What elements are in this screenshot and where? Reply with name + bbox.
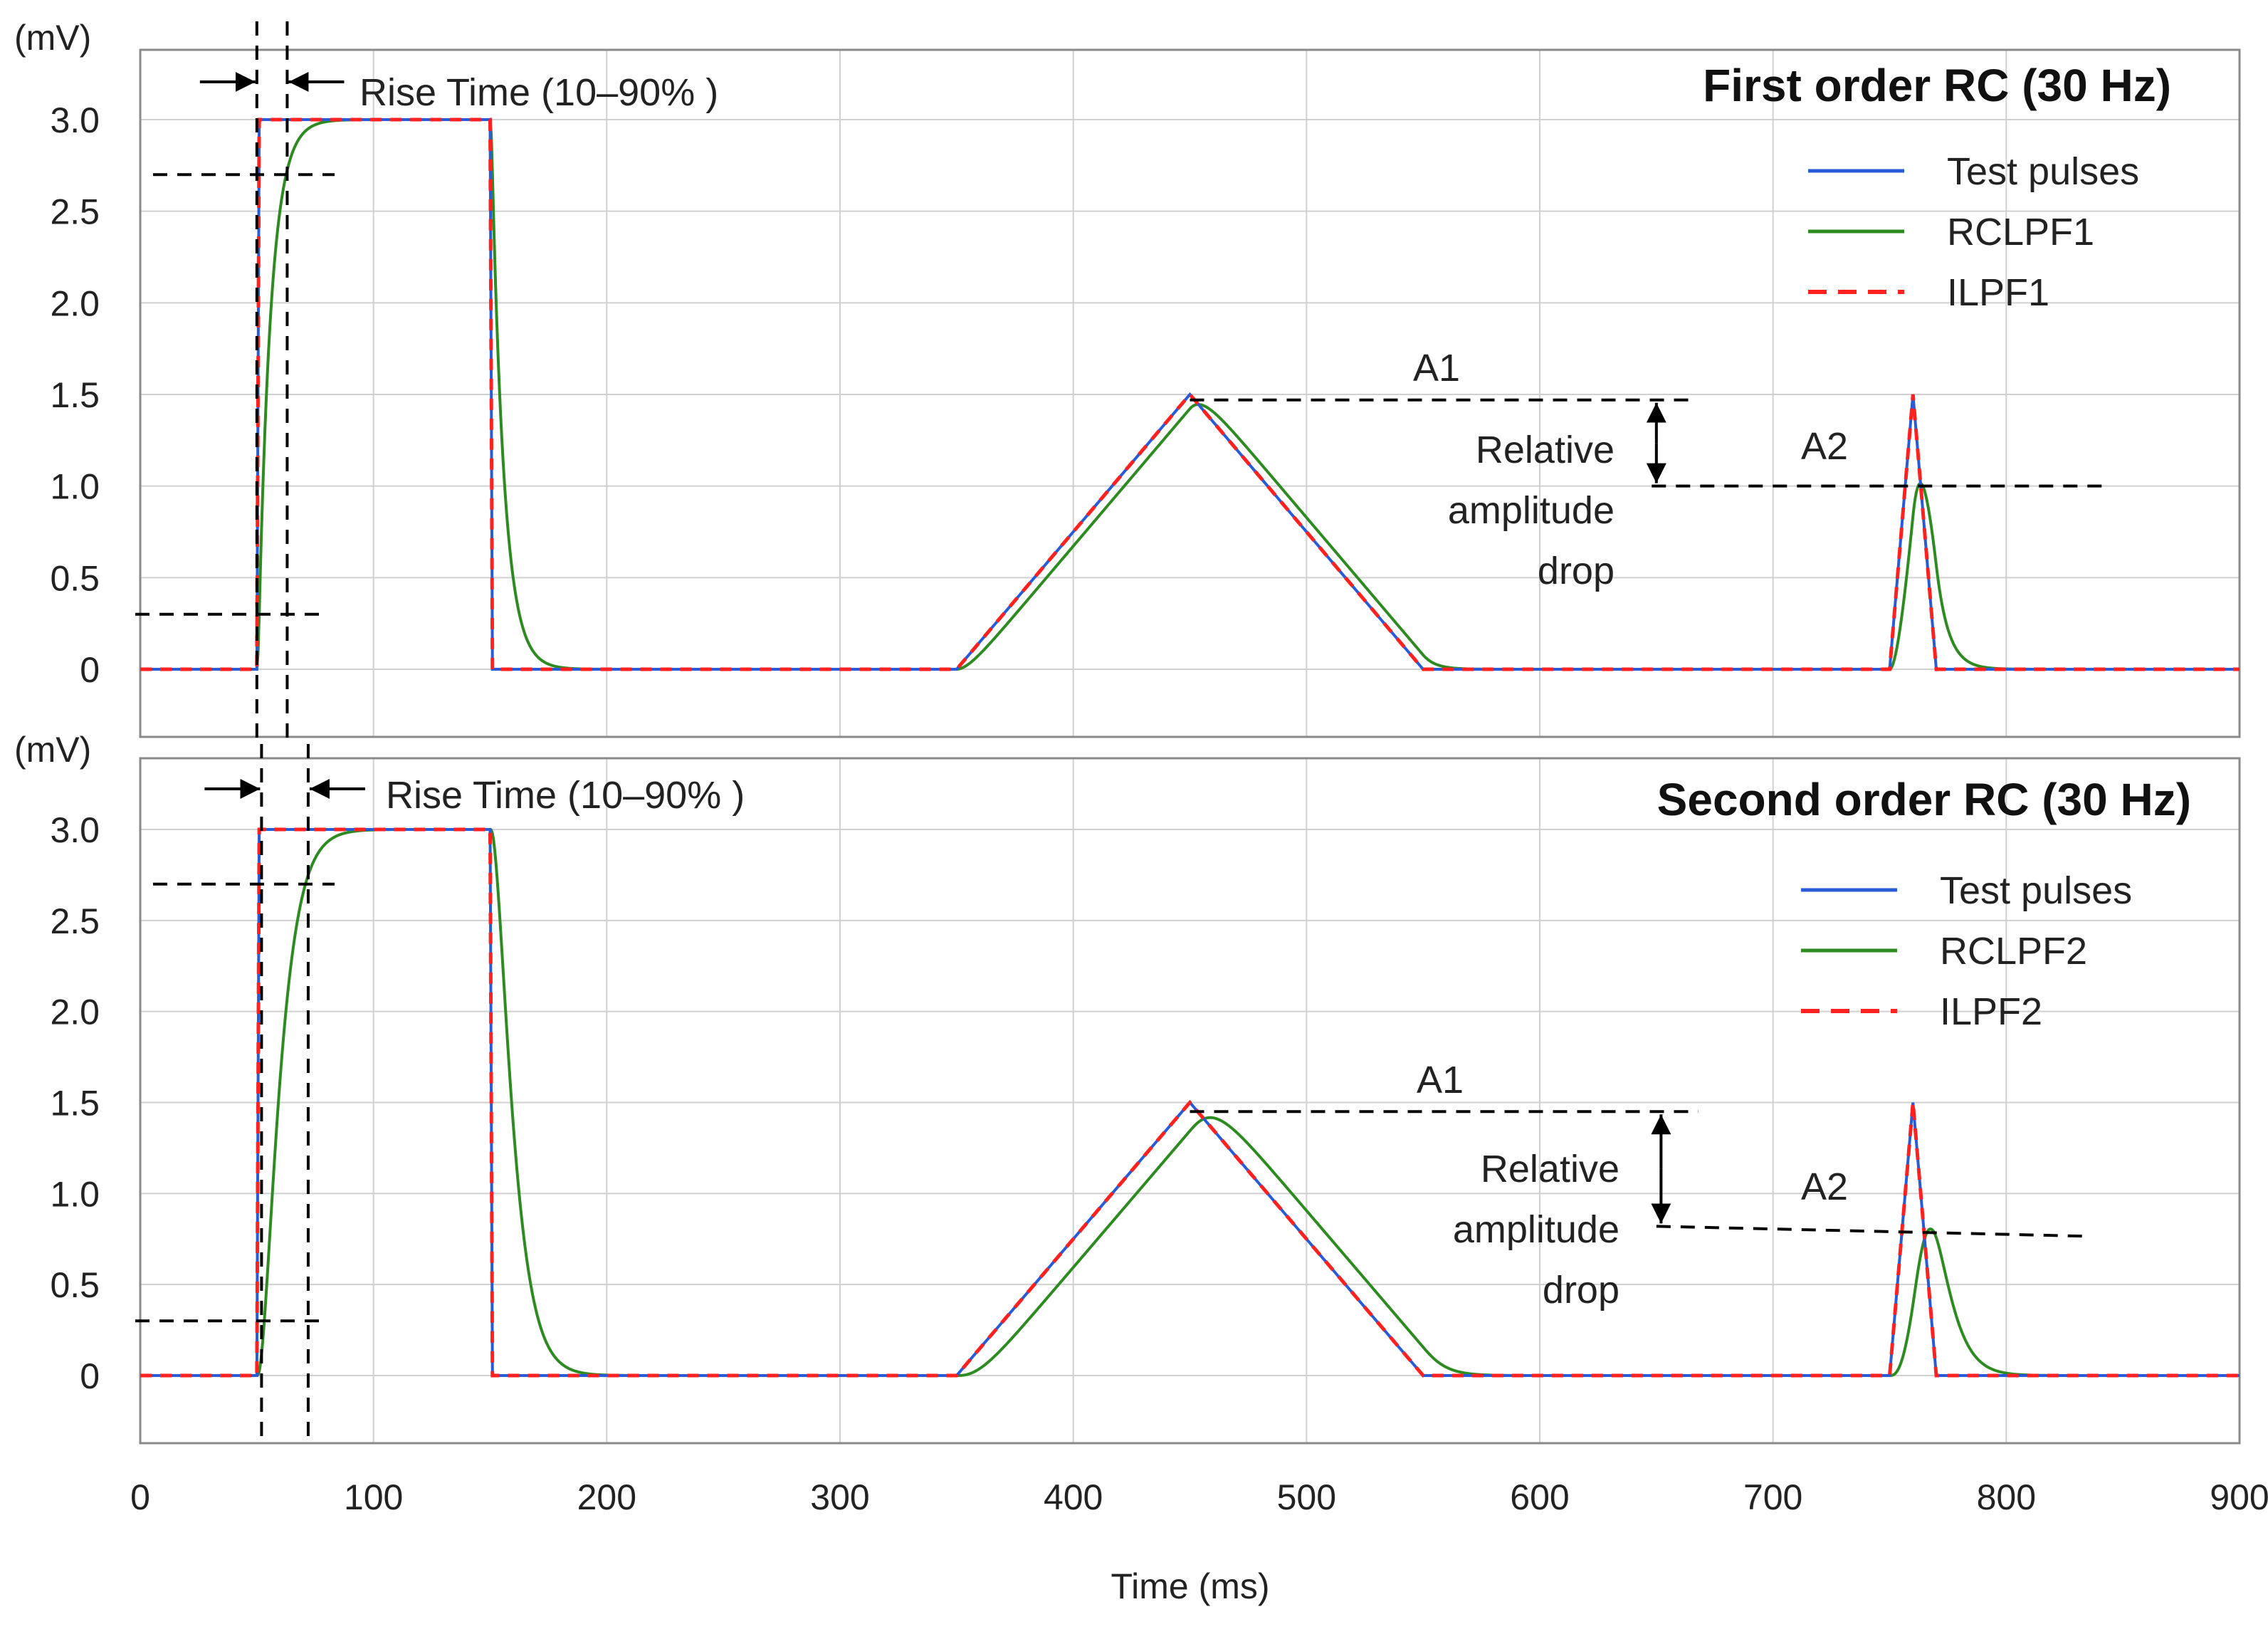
top-rise-time-label: Rise Time (10–90% ) bbox=[359, 71, 718, 114]
bottom-annotations: Rise Time (10–90% ) A1 A2 Relative ampli… bbox=[386, 774, 1848, 1311]
bottom-panel-title: Second order RC (30 Hz) bbox=[1657, 774, 2191, 825]
x-tick-label: 200 bbox=[577, 1477, 636, 1517]
bottom-legend-label-test-pulses: Test pulses bbox=[1940, 869, 2132, 912]
x-tick-label: 600 bbox=[1510, 1477, 1569, 1517]
x-tick-label: 500 bbox=[1277, 1477, 1336, 1517]
top-series-group bbox=[140, 117, 2240, 671]
y-tick-label: 1.5 bbox=[50, 1084, 100, 1123]
top-drop-label-line2: amplitude bbox=[1448, 489, 1615, 532]
top-legend-label-ilpf1: ILPF1 bbox=[1947, 271, 2049, 314]
x-tick-label: 100 bbox=[344, 1477, 403, 1517]
x-tick-label: 800 bbox=[1977, 1477, 2036, 1517]
y-tick-label: 0.5 bbox=[50, 1265, 100, 1305]
bottom-plot-frame bbox=[139, 757, 2241, 1445]
y-tick-label: 0 bbox=[80, 650, 100, 690]
x-tick-label: 900 bbox=[2210, 1477, 2268, 1517]
top-legend: Test pulses RCLPF1 ILPF1 bbox=[1808, 150, 2139, 314]
top-panel: 0 0.5 1.0 1.5 2.0 2.5 3.0 (mV) First order RC … bbox=[14, 18, 2241, 738]
annotation-overlay bbox=[135, 21, 2111, 1445]
bottom-rise-time-label: Rise Time (10–90% ) bbox=[386, 774, 745, 817]
y-tick-label: 1.0 bbox=[50, 1174, 100, 1214]
x-axis-label: Time (ms) bbox=[1111, 1566, 1269, 1606]
x-tick-label: 300 bbox=[810, 1477, 869, 1517]
top-y-axis-label: (mV) bbox=[14, 18, 91, 58]
bottom-drop-label-line2: amplitude bbox=[1453, 1208, 1619, 1251]
bottom-a1-label: A1 bbox=[1417, 1059, 1464, 1101]
y-tick-label: 3.0 bbox=[50, 100, 100, 140]
bottom-series-group bbox=[140, 827, 2240, 1378]
y-tick-label: 3.0 bbox=[50, 810, 100, 850]
bottom-y-axis-label: (mV) bbox=[14, 730, 91, 770]
y-tick-label: 2.0 bbox=[50, 283, 100, 323]
top-a1-label: A1 bbox=[1413, 347, 1460, 389]
series-line-ilpf2 bbox=[140, 827, 2240, 1378]
y-tick-label: 2.0 bbox=[50, 992, 100, 1032]
top-drop-label-line1: Relative bbox=[1476, 429, 1615, 471]
top-y-tick-labels: 0 0.5 1.0 1.5 2.0 2.5 3.0 bbox=[50, 100, 100, 690]
top-plot-frame bbox=[139, 48, 2241, 738]
x-tick-label: 400 bbox=[1044, 1477, 1103, 1517]
top-legend-label-test-pulses: Test pulses bbox=[1947, 150, 2139, 193]
bottom-drop-label-line1: Relative bbox=[1481, 1148, 1619, 1190]
series-line-test-pulses bbox=[140, 118, 2240, 671]
bottom-legend-label-rclpf2: RCLPF2 bbox=[1940, 930, 2087, 973]
y-tick-label: 2.5 bbox=[50, 192, 100, 232]
bottom-a2-label: A2 bbox=[1801, 1166, 1848, 1208]
bottom-legend: Test pulses RCLPF2 ILPF2 bbox=[1801, 869, 2132, 1033]
y-tick-label: 0 bbox=[80, 1356, 100, 1396]
y-tick-label: 1.5 bbox=[50, 375, 100, 415]
bottom-panel: 0 0.5 1.0 1.5 2.0 2.5 3.0 0 100 200 300 400 500 600 7… bbox=[14, 730, 2268, 1606]
top-annotations: Rise Time (10–90% ) A1 A2 Relative ampli… bbox=[359, 71, 1848, 592]
top-panel-title: First order RC (30 Hz) bbox=[1703, 60, 2171, 111]
y-tick-label: 1.0 bbox=[50, 467, 100, 507]
a2-level-line bbox=[1656, 1225, 2089, 1238]
top-drop-label-line3: drop bbox=[1538, 550, 1615, 592]
x-tick-label: 0 bbox=[130, 1477, 150, 1517]
bottom-legend-label-ilpf2: ILPF2 bbox=[1940, 990, 2042, 1033]
y-tick-label: 2.5 bbox=[50, 901, 100, 941]
x-tick-label: 700 bbox=[1743, 1477, 1802, 1517]
y-tick-label: 0.5 bbox=[50, 558, 100, 598]
top-legend-label-rclpf1: RCLPF1 bbox=[1947, 211, 2094, 253]
bottom-x-tick-labels: 0 100 200 300 400 500 600 700 800 900 bbox=[130, 1477, 2268, 1517]
top-a2-label: A2 bbox=[1801, 425, 1848, 468]
bottom-drop-label-line3: drop bbox=[1543, 1269, 1619, 1311]
bottom-y-tick-labels: 0 0.5 1.0 1.5 2.0 2.5 3.0 bbox=[50, 810, 100, 1396]
